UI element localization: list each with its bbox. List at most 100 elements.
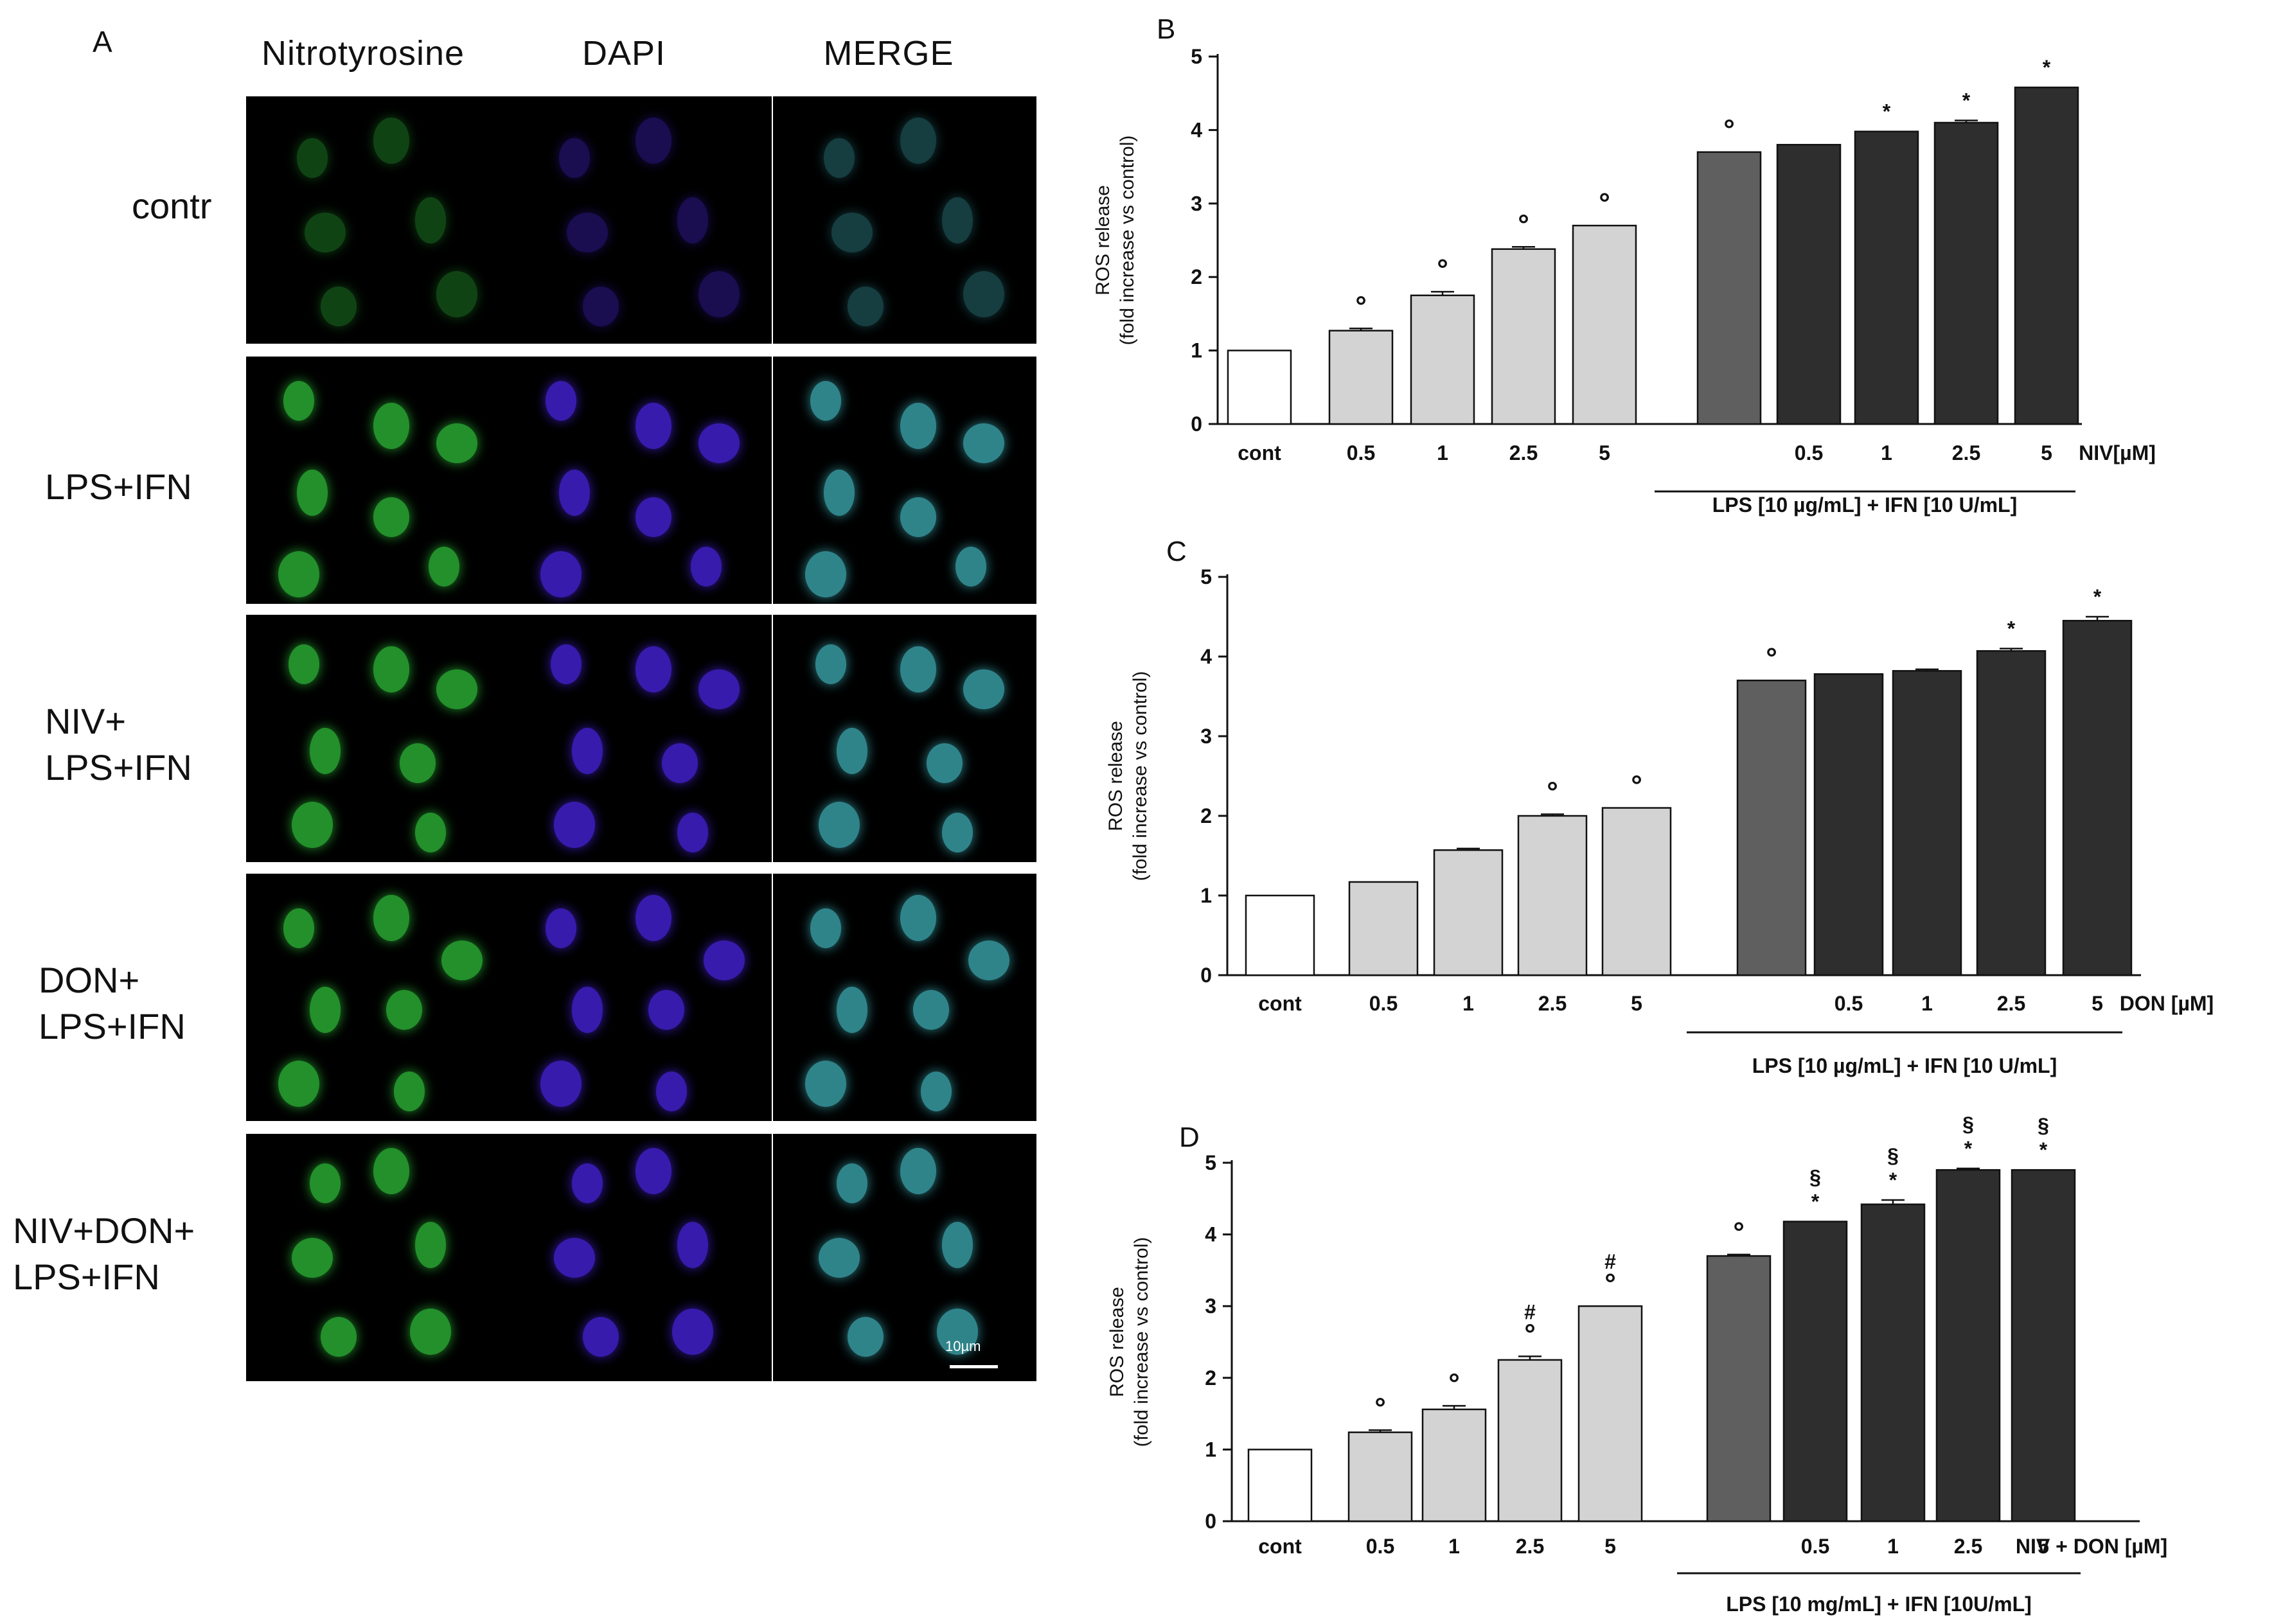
panel-b-significance-mark: ° — [1518, 209, 1529, 240]
micrograph-nitrotyrosine-row-4 — [246, 874, 510, 1121]
cell-nucleus — [963, 669, 1004, 709]
panel-b-x-tick-label: 2.5 — [1509, 441, 1538, 464]
panel-c-x-tick-label: 5 — [2092, 992, 2103, 1015]
panel-b-y-tick-label: 1 — [1191, 339, 1202, 362]
panel-c-bar — [1601, 807, 1672, 976]
cell-nucleus — [656, 1071, 688, 1111]
panel-c-y-tick-label: 5 — [1200, 565, 1212, 588]
panel-b-significance-mark: ° — [1355, 290, 1367, 322]
cell-nucleus — [558, 469, 590, 516]
panel-c-x-tick-label: 5 — [1631, 992, 1642, 1015]
cell-nucleus — [837, 1163, 867, 1203]
cell-nucleus — [913, 989, 949, 1030]
panel-a-letter: A — [93, 25, 112, 58]
cell-nucleus — [818, 1237, 860, 1278]
panel-d-x-tick-label: 2.5 — [1516, 1535, 1544, 1558]
cell-nucleus — [572, 727, 603, 774]
panel-d-x-tick-label: 1 — [1448, 1535, 1460, 1558]
panel-d-significance-mark: § — [1962, 1113, 1974, 1136]
cell-nucleus — [823, 469, 855, 516]
cell-nucleus — [963, 271, 1004, 317]
panel-d-letter: D — [1179, 1122, 1200, 1153]
panel-c-y-axis-label: (fold increase vs control) — [1130, 671, 1151, 881]
cell-nucleus — [582, 1316, 619, 1357]
micrograph-merge-row-2 — [773, 357, 1036, 604]
panel-c-bar — [1813, 673, 1884, 976]
panel-c-significance-mark: ° — [1547, 777, 1558, 808]
cell-nucleus — [558, 138, 590, 179]
cell-nucleus — [900, 895, 936, 942]
panel-d-y-tick-label: 4 — [1205, 1223, 1216, 1246]
cell-nucleus — [296, 138, 328, 179]
panel-c-unit-label: DON [µM] — [2120, 992, 2214, 1015]
panel-d-bar — [1497, 1359, 1563, 1522]
cell-nucleus — [373, 402, 409, 449]
micrograph-merge-row-1 — [773, 96, 1036, 344]
panel-b-x-tick-label: 5 — [1599, 441, 1610, 464]
panel-c-x-tick-label: 2.5 — [1997, 992, 2025, 1015]
panel-d-significance-mark: * — [2039, 1138, 2048, 1161]
cell-nucleus — [415, 197, 446, 243]
cell-nucleus — [572, 1163, 603, 1203]
cell-nucleus — [698, 271, 740, 317]
cell-nucleus — [278, 1061, 319, 1108]
panel-c-bar — [1245, 894, 1315, 976]
row-label-don-lps-ifn: DON+ LPS+IFN — [39, 960, 186, 1046]
cell-nucleus — [572, 986, 603, 1033]
cell-nucleus — [540, 1061, 582, 1108]
panel-b-y-tick-label: 0 — [1191, 412, 1202, 436]
cell-nucleus — [567, 212, 608, 252]
cell-nucleus — [677, 812, 708, 852]
panel-d-bar — [1935, 1169, 2001, 1522]
cell-nucleus — [900, 118, 936, 164]
panel-d-bar — [2011, 1169, 2076, 1522]
panel-d-y-tick-label: 1 — [1205, 1438, 1216, 1461]
panel-c-y-tick-label: 4 — [1200, 645, 1212, 668]
column-header-nitrotyrosine: Nitrotyrosine — [261, 34, 465, 73]
panel-b-y-tick-label: 4 — [1191, 118, 1202, 141]
cell-nucleus — [837, 727, 867, 774]
micrograph-merge-row-3 — [773, 615, 1036, 862]
panel-c-bar — [1348, 881, 1419, 976]
panel-d-bar — [1782, 1221, 1848, 1522]
cell-nucleus — [900, 497, 936, 538]
panel-b-bar — [1572, 224, 1637, 425]
panel-d-significance-mark: § — [1887, 1144, 1899, 1167]
panel-d-significance-mark: ° — [1448, 1368, 1460, 1399]
panel-c-y-tick-label: 1 — [1200, 884, 1212, 907]
panel-d-bar — [1421, 1408, 1487, 1522]
panel-c-x-tick-label: 1 — [1462, 992, 1474, 1015]
panel-d-y-axis-label: (fold increase vs control) — [1131, 1237, 1152, 1447]
cell-nucleus — [823, 138, 855, 179]
cell-nucleus — [310, 1163, 341, 1203]
panel-d-bar — [1577, 1305, 1643, 1522]
cell-nucleus — [805, 1061, 846, 1108]
cell-nucleus — [553, 1237, 595, 1278]
panel-b-significance-mark: ° — [1723, 114, 1735, 146]
panel-b-unit-label: NIV[µM] — [2079, 441, 2156, 464]
panel-c-y-axis-label: ROS release — [1105, 721, 1126, 831]
cell-nucleus — [553, 802, 595, 849]
cell-nucleus — [546, 908, 576, 948]
panel-b-bar — [1696, 151, 1762, 425]
panel-d-significance-mark: § — [1809, 1166, 1821, 1189]
row-label-lps-ifn: LPS+IFN — [45, 466, 192, 507]
cell-nucleus — [283, 381, 314, 421]
panel-c-significance-mark: ° — [1631, 770, 1642, 802]
panel-b-significance-mark: ° — [1599, 188, 1610, 219]
cell-nucleus — [900, 1147, 936, 1194]
cell-nucleus — [291, 1237, 333, 1278]
row-label-niv-don-lps-ifn: NIV+DON+ LPS+IFN — [13, 1210, 195, 1297]
cell-nucleus — [805, 551, 846, 597]
cell-nucleus — [582, 287, 619, 327]
cell-nucleus — [415, 812, 446, 852]
cell-nucleus — [436, 271, 477, 317]
cell-nucleus — [677, 197, 708, 243]
panel-c-x-tick-label: 0.5 — [1369, 992, 1398, 1015]
cell-nucleus — [926, 743, 963, 783]
panel-b-y-axis-label: (fold increase vs control) — [1117, 136, 1138, 346]
cell-nucleus — [546, 381, 576, 421]
panel-d-significance-mark: * — [1889, 1169, 1897, 1192]
panel-c-treatment-label: LPS [10 µg/mL] + IFN [10 U/mL] — [1752, 1054, 2057, 1077]
cell-nucleus — [698, 669, 740, 709]
